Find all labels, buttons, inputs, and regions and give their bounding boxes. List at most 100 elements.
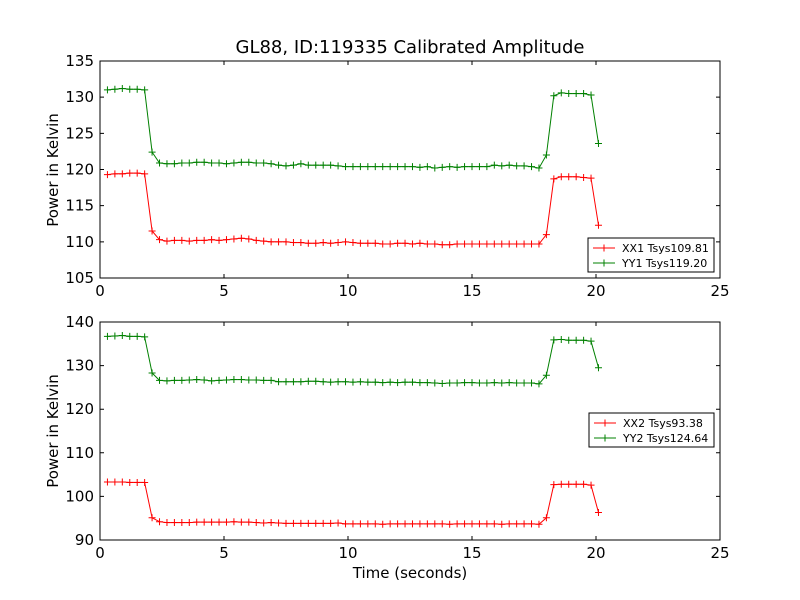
data-point [423, 379, 431, 387]
data-point [267, 376, 275, 384]
data-point [282, 519, 290, 527]
data-point [572, 173, 580, 181]
data-point [423, 240, 431, 248]
data-point [319, 161, 327, 169]
data-point [535, 164, 543, 172]
series-line [107, 334, 599, 385]
data-point [557, 173, 565, 181]
data-point [126, 169, 134, 177]
data-point [580, 173, 588, 181]
series-xx [103, 478, 602, 528]
data-point [156, 376, 164, 384]
legend-marker [601, 419, 609, 427]
data-point [178, 376, 186, 384]
data-point [245, 235, 253, 243]
data-point [289, 161, 297, 169]
data-point [535, 240, 543, 248]
data-point [304, 377, 312, 385]
top-panel: Power in Kelvin 0 5 10 15 20 25 105 110 115 120 12… [44, 52, 730, 300]
data-point [468, 520, 476, 528]
plot-frame [99, 321, 721, 541]
data-point [103, 332, 111, 340]
x-tick-label: 0 [95, 544, 105, 562]
data-point [245, 518, 253, 526]
data-point [170, 160, 178, 168]
legend-label: XX1 Tsys109.81 [622, 242, 709, 255]
x-tick-label: 5 [219, 544, 229, 562]
data-point [185, 237, 193, 245]
data-point [327, 519, 335, 527]
data-point [193, 158, 201, 166]
data-point [364, 239, 372, 247]
data-point [408, 163, 416, 171]
data-point [208, 236, 216, 244]
data-point [371, 378, 379, 386]
data-point [572, 90, 580, 98]
legend-label: YY2 Tsys124.64 [622, 432, 708, 445]
data-point [200, 376, 208, 384]
data-point [565, 173, 573, 181]
data-point [297, 378, 305, 386]
data-point [133, 332, 141, 340]
data-point [334, 162, 342, 170]
data-point [416, 520, 424, 528]
data-point [542, 151, 550, 159]
data-point [386, 520, 394, 528]
x-tick-label: 10 [338, 544, 357, 562]
x-tick-label: 5 [219, 282, 229, 300]
data-point [334, 519, 342, 527]
data-point [282, 238, 290, 246]
data-point [200, 518, 208, 526]
series-line [107, 87, 599, 169]
series-yy [103, 84, 602, 172]
data-point [126, 85, 134, 93]
legend: XX1 Tsys109.81 YY1 Tsys119.20 [587, 237, 715, 273]
data-point [416, 379, 424, 387]
data-point [483, 379, 491, 387]
data-point [490, 520, 498, 528]
x-tick-label: 25 [710, 544, 729, 562]
data-point [438, 241, 446, 249]
legend-marker [600, 259, 608, 267]
data-point [475, 163, 483, 171]
data-point [453, 163, 461, 171]
data-point [200, 236, 208, 244]
data-point [438, 163, 446, 171]
data-point [461, 379, 469, 387]
data-point [237, 518, 245, 526]
data-point [312, 377, 320, 385]
data-point [260, 519, 268, 527]
data-point [349, 378, 357, 386]
data-point [289, 378, 297, 386]
data-point [580, 336, 588, 344]
data-point [438, 520, 446, 528]
data-point [364, 520, 372, 528]
data-point [565, 336, 573, 344]
data-point [252, 236, 260, 244]
data-point [423, 163, 431, 171]
data-point [170, 236, 178, 244]
data-point [401, 378, 409, 386]
data-point [156, 236, 164, 244]
data-point [364, 163, 372, 171]
data-point [156, 159, 164, 167]
data-point [550, 175, 558, 183]
data-point [513, 520, 521, 528]
data-point [141, 333, 149, 341]
x-tick-label: 20 [586, 282, 605, 300]
data-point [103, 86, 111, 94]
data-point [163, 160, 171, 168]
data-point [178, 519, 186, 527]
data-point [141, 170, 149, 178]
data-point [520, 379, 528, 387]
y-tick-label: 90 [75, 531, 94, 549]
data-point [327, 161, 335, 169]
data-point [200, 158, 208, 166]
data-point [215, 376, 223, 384]
data-point [431, 520, 439, 528]
data-point [126, 478, 134, 486]
data-point [461, 240, 469, 248]
y-tick-label: 125 [65, 124, 94, 142]
data-point [356, 239, 364, 247]
data-point [118, 332, 126, 340]
